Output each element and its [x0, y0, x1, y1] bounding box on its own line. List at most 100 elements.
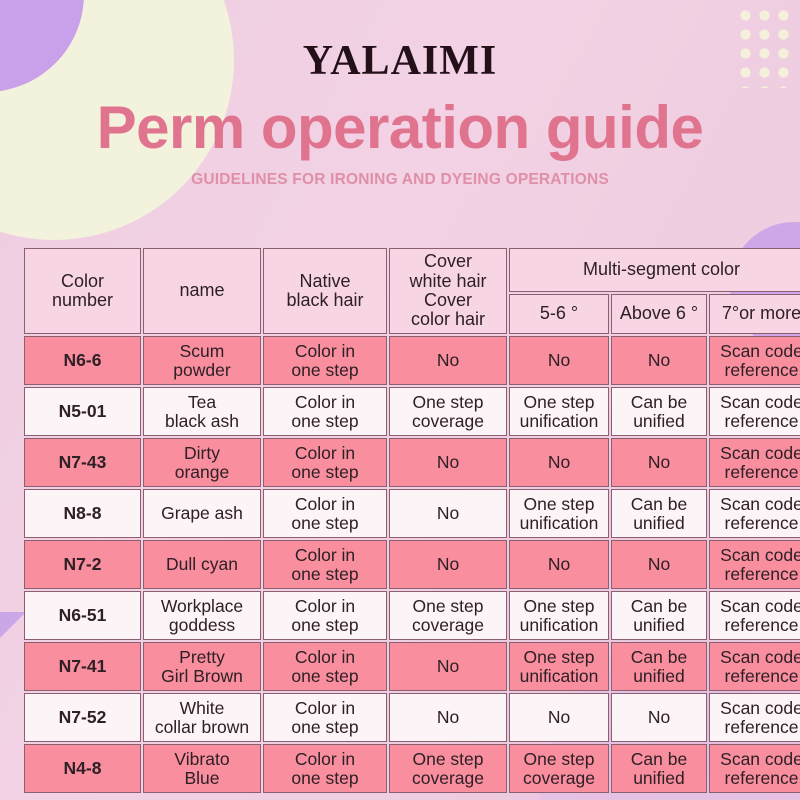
table-row: N6-6 Scum powder Color in one step No No No Scan…	[24, 336, 800, 385]
header-segment-above-6: Above 6 °	[611, 294, 707, 334]
cell-color-number: N7-43	[24, 438, 141, 487]
perm-operation-guide-table: Color number name Native black hair Cove…	[22, 246, 800, 795]
cell-segment-7-or-more-line1: Scan code	[720, 595, 800, 616]
cell-segment-7-or-more: Scan code reference	[709, 489, 800, 538]
cell-segment-5-6-line1: No	[547, 452, 571, 473]
cell-color-number-line1: N4-8	[63, 758, 102, 779]
table-header-row-2: 5-6 ° Above 6 ° 7°or more	[24, 294, 800, 334]
table-row: N6-51 Workplace goddess Color in one step One…	[24, 591, 800, 640]
cell-name-line2: goddess	[168, 614, 236, 635]
cell-native-black-hair-line2: one step	[291, 359, 359, 380]
header-segment-5-6: 5-6 °	[509, 294, 609, 334]
table-body: N6-6 Scum powder Color in one step No No No Scan…	[24, 336, 800, 793]
cell-segment-above-6-line1: Can be	[630, 646, 688, 667]
cell-native-black-hair-line2: one step	[291, 767, 359, 788]
cell-color-number-line1: N7-52	[58, 707, 107, 728]
cell-segment-above-6: Can be unified	[611, 387, 707, 436]
header-multi-segment-color: Multi-segment color	[509, 248, 800, 292]
cell-segment-5-6: One step coverage	[509, 744, 609, 793]
cell-segment-7-or-more: Scan code reference	[709, 336, 800, 385]
cell-name-line1: Grape ash	[161, 503, 243, 524]
cell-cover-hair: No	[389, 336, 507, 385]
cell-segment-5-6: One step unification	[509, 387, 609, 436]
cell-native-black-hair-line1: Color in	[294, 748, 356, 769]
cell-segment-7-or-more-line2: reference	[724, 359, 799, 380]
brand-logo: YALAIMI	[302, 38, 498, 84]
cell-segment-5-6: One step unification	[509, 489, 609, 538]
header-cover-line2: white hair	[409, 270, 487, 291]
cell-cover-hair: One step coverage	[389, 387, 507, 436]
cell-name-line2: powder	[173, 359, 231, 380]
cell-segment-above-6-line2: unified	[633, 665, 685, 686]
cell-segment-above-6: No	[611, 336, 707, 385]
cell-name-line1: Dirty	[184, 442, 220, 463]
cell-segment-above-6: No	[611, 438, 707, 487]
cell-color-number-line1: N7-43	[58, 452, 107, 473]
cell-native-black-hair: Color in one step	[263, 693, 387, 742]
header-cover-hair: Cover white hair Cover color hair	[389, 248, 507, 334]
cell-native-black-hair-line2: one step	[291, 461, 359, 482]
cell-native-black-hair: Color in one step	[263, 540, 387, 589]
cell-color-number-line1: N8-8	[63, 503, 102, 524]
cell-cover-hair: No	[389, 489, 507, 538]
cell-segment-7-or-more: Scan code reference	[709, 438, 800, 487]
cell-segment-7-or-more-line1: Scan code	[720, 544, 800, 565]
cell-segment-7-or-more: Scan code reference	[709, 540, 800, 589]
page-title: Perm operation guide	[96, 94, 704, 161]
cell-segment-above-6-line2: unified	[633, 512, 685, 533]
cell-name-line2: black ash	[165, 410, 239, 431]
cell-segment-above-6: No	[611, 693, 707, 742]
cell-segment-5-6-line1: One step	[523, 646, 595, 667]
cell-cover-hair-line1: No	[436, 707, 460, 728]
cell-segment-5-6: One step unification	[509, 642, 609, 691]
cell-segment-above-6: No	[611, 540, 707, 589]
cell-segment-7-or-more-line1: Scan code	[720, 340, 800, 361]
cell-segment-5-6: No	[509, 693, 609, 742]
cell-segment-above-6: Can be unified	[611, 642, 707, 691]
cell-segment-above-6: Can be unified	[611, 489, 707, 538]
cell-segment-5-6-line1: No	[547, 554, 571, 575]
cell-segment-7-or-more: Scan code reference	[709, 693, 800, 742]
cell-color-number: N5-01	[24, 387, 141, 436]
header-color-number-line2: number	[51, 290, 114, 310]
cell-cover-hair-line1: No	[436, 452, 460, 473]
table-row: N7-2 Dull cyan Color in one step No No No Scan …	[24, 540, 800, 589]
cell-cover-hair-line1: No	[436, 350, 460, 371]
cell-cover-hair: One step coverage	[389, 591, 507, 640]
cell-name-line1: White	[179, 697, 225, 718]
cell-name: Grape ash	[143, 489, 261, 538]
cell-color-number: N6-6	[24, 336, 141, 385]
cell-native-black-hair: Color in one step	[263, 489, 387, 538]
cell-cover-hair: No	[389, 540, 507, 589]
cell-native-black-hair-line2: one step	[291, 716, 359, 737]
cell-segment-above-6-line1: No	[647, 707, 671, 728]
cell-name-line2: Blue	[184, 767, 220, 788]
cell-cover-hair-line1: No	[436, 656, 460, 677]
cell-segment-5-6-line1: One step	[523, 493, 595, 514]
cell-name: Workplace goddess	[143, 591, 261, 640]
cell-native-black-hair-line2: one step	[291, 512, 359, 533]
cell-cover-hair-line1: One step	[412, 391, 484, 412]
cell-color-number-line1: N6-51	[58, 605, 107, 626]
header-color-number: Color number	[24, 248, 141, 334]
cell-segment-5-6-line2: unification	[519, 614, 599, 635]
cell-segment-7-or-more-line1: Scan code	[720, 646, 800, 667]
cell-segment-above-6-line1: Can be	[630, 493, 688, 514]
header-color-number-line1: Color	[60, 270, 104, 291]
cell-cover-hair-line1: One step	[412, 748, 484, 769]
header-cover-line3: Cover	[423, 290, 472, 310]
table-row: N7-43 Dirty orange Color in one step No No No Sc…	[24, 438, 800, 487]
cell-name: Pretty Girl Brown	[143, 642, 261, 691]
cell-cover-hair-line2: coverage	[412, 410, 484, 431]
table-row: N7-52 White collar brown Color in one step No…	[24, 693, 800, 742]
cell-segment-above-6-line1: No	[647, 554, 671, 575]
cell-segment-5-6-line1: One step	[523, 748, 595, 769]
cell-name-line2: orange	[174, 461, 230, 482]
cell-cover-hair-line1: No	[436, 503, 460, 524]
cell-segment-7-or-more-line1: Scan code	[720, 391, 800, 412]
cell-segment-7-or-more-line1: Scan code	[720, 697, 800, 718]
cell-cover-hair-line1: One step	[412, 595, 484, 616]
cell-name-line1: Tea	[187, 391, 217, 412]
cell-segment-above-6-line1: Can be	[630, 748, 688, 769]
